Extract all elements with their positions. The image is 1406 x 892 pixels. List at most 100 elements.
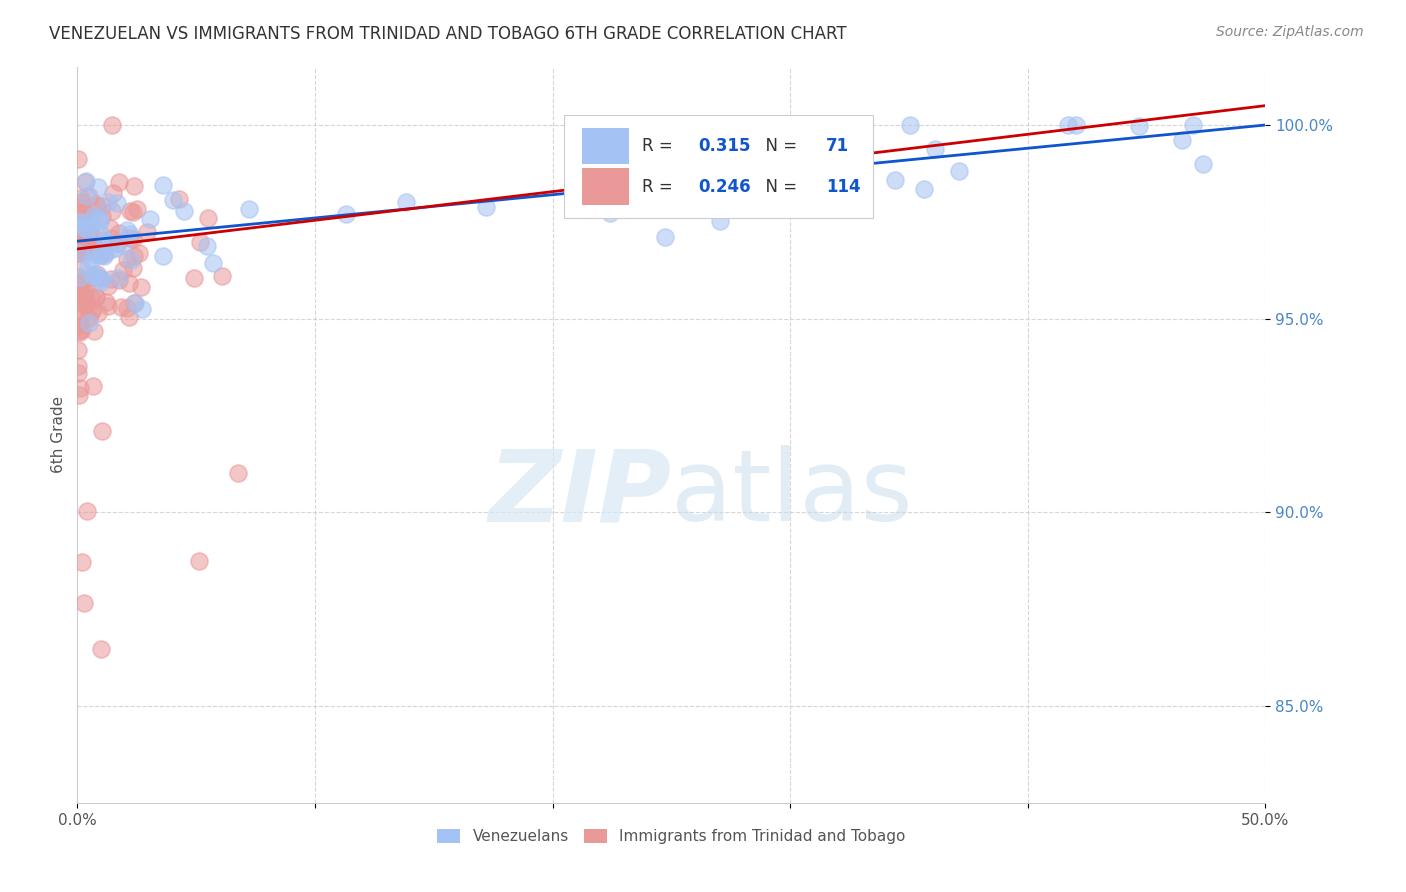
Point [654,230,676,244]
Text: N =: N = [755,136,801,154]
Point [112,237,135,252]
Text: N =: N = [755,178,801,196]
Point [87,224,110,238]
Point [1192,157,1215,171]
Point [83,267,105,281]
Point [898,118,921,132]
Point [120,203,142,218]
Point [76,189,98,203]
Point [90,642,112,657]
Point [70,261,93,276]
Point [89,269,111,284]
Point [202,256,225,270]
Point [136,225,159,239]
Point [120,230,142,244]
Point [69,214,91,228]
Point [80,289,103,303]
Point [73,298,96,312]
Point [76,503,98,517]
Point [75,222,97,236]
Point [98,220,121,235]
Point [118,277,141,291]
FancyBboxPatch shape [582,169,628,204]
Point [82,302,104,317]
Point [710,164,733,178]
Point [80,235,103,250]
Point [87,211,110,225]
Point [67,232,90,246]
Point [75,283,97,297]
Point [70,296,93,310]
Point [1170,133,1192,147]
Point [785,118,807,132]
Point [599,206,621,220]
Point [80,253,103,268]
Point [183,271,205,285]
Text: atlas: atlas [672,445,912,542]
Point [82,379,104,393]
Text: 0.246: 0.246 [699,178,751,196]
Point [67,278,90,293]
Text: Source: ZipAtlas.com: Source: ZipAtlas.com [1216,25,1364,39]
Point [139,212,162,227]
Text: 0.315: 0.315 [699,136,751,154]
Point [188,554,211,568]
Point [912,182,935,196]
Point [70,555,93,569]
Point [97,279,120,293]
Point [118,310,141,325]
Point [83,231,105,245]
Point [97,299,120,313]
Point [69,309,91,323]
Text: 114: 114 [825,178,860,196]
Point [96,294,118,309]
Point [67,200,90,214]
Point [75,175,97,189]
Y-axis label: 6th Grade: 6th Grade [51,396,66,474]
Point [589,168,612,182]
Point [73,273,96,287]
Point [70,322,93,336]
FancyBboxPatch shape [564,115,873,218]
Point [84,290,107,304]
Point [86,199,108,213]
Point [948,164,970,178]
Point [100,272,122,286]
Point [67,343,90,357]
Point [591,160,613,174]
Point [67,246,90,260]
Point [162,193,184,207]
Point [77,221,100,235]
Point [69,246,91,260]
Point [87,180,110,194]
Point [83,211,105,226]
Point [70,195,93,210]
Point [83,324,105,338]
Point [173,204,195,219]
Point [69,382,91,396]
Point [73,291,96,305]
Point [91,247,114,261]
Point [89,214,111,228]
Point [79,317,101,331]
Point [69,191,91,205]
Point [69,315,91,329]
Point [884,173,907,187]
Point [83,247,105,261]
Point [75,174,97,188]
Point [335,207,357,221]
Point [69,283,91,297]
Point [124,295,146,310]
Point [190,235,212,250]
Point [87,242,110,256]
Point [110,300,132,314]
Point [100,118,122,132]
Point [69,325,91,339]
Point [72,204,94,219]
Point [98,243,121,257]
Point [84,290,107,304]
Point [70,277,93,291]
Point [70,210,93,224]
Point [67,388,90,402]
Point [124,296,146,310]
